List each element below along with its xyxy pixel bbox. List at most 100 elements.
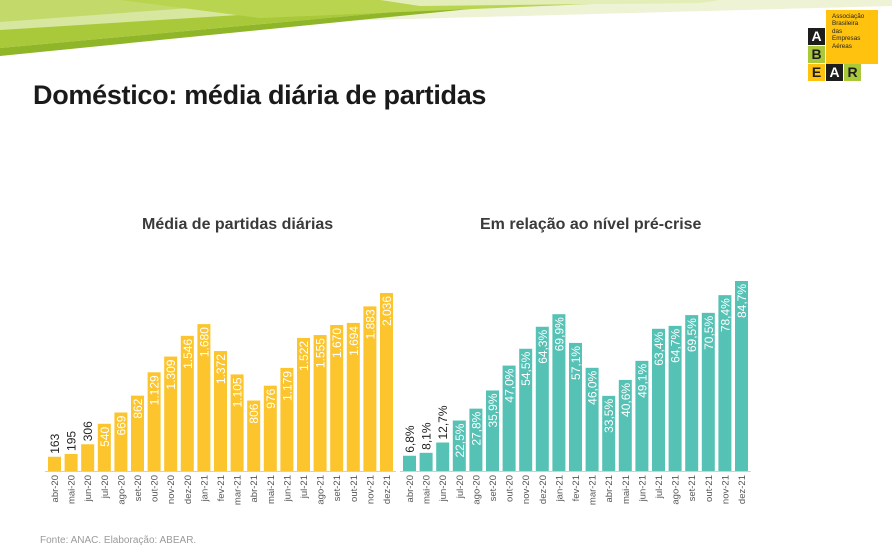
x-tick-label-departures: dez-20 xyxy=(183,475,194,504)
data-label-departures: 1.883 xyxy=(363,309,377,339)
data-label-pre-crisis: 64,3% xyxy=(536,329,550,363)
x-tick-label-departures: set-21 xyxy=(332,475,343,501)
logo-yellow-box xyxy=(826,10,878,64)
data-label-departures: 1.522 xyxy=(297,341,311,371)
x-tick-label-departures: out-21 xyxy=(349,475,360,502)
bar-pre-crisis-set-20 xyxy=(486,390,499,471)
x-tick-label-departures: jun-21 xyxy=(282,475,293,502)
x-tick-label-departures: abr-20 xyxy=(50,475,61,502)
bar-pre-crisis-dez-21 xyxy=(735,281,748,471)
data-label-pre-crisis: 64,7% xyxy=(669,329,683,363)
bar-departures-ago-21 xyxy=(313,335,327,471)
bar-pre-crisis-abr-21 xyxy=(602,395,616,471)
bar-departures-out-21 xyxy=(346,322,360,471)
x-tick-label-departures: set-20 xyxy=(133,475,144,501)
data-label-departures: 2.036 xyxy=(380,296,394,326)
x-tick-label-pre-crisis: mar-21 xyxy=(588,475,599,505)
bar-departures-jul-21 xyxy=(297,337,310,471)
x-tick-label-departures: ago-20 xyxy=(116,475,127,505)
x-tick-label-departures: mai-21 xyxy=(266,475,277,504)
x-tick-label-departures: abr-21 xyxy=(249,475,260,502)
bar-pre-crisis-abr-20 xyxy=(403,455,416,471)
x-tick-label-departures: jul-20 xyxy=(100,475,111,499)
data-label-departures: 669 xyxy=(114,415,128,435)
bar-departures-mai-20 xyxy=(64,453,78,471)
page-title: Doméstico: média diária de partidas xyxy=(33,80,487,110)
x-tick-label-pre-crisis: jan-21 xyxy=(554,475,565,502)
bar-departures-jan-21 xyxy=(197,324,211,471)
x-tick-label-departures: out-20 xyxy=(150,475,161,502)
data-label-departures: 195 xyxy=(65,431,79,451)
bar-pre-crisis-mar-21 xyxy=(585,367,599,471)
x-tick-label-pre-crisis: jun-21 xyxy=(637,475,648,502)
data-label-departures: 1.670 xyxy=(330,328,344,358)
data-label-pre-crisis: 6,8% xyxy=(403,425,417,453)
source-note: Fonte: ANAC. Elaboração: ABEAR. xyxy=(40,535,197,546)
header-banner xyxy=(0,0,892,56)
logo-letter: R xyxy=(844,64,861,81)
data-label-pre-crisis: 35,9% xyxy=(486,393,500,427)
bar-pre-crisis-fev-21 xyxy=(569,342,582,471)
data-label-pre-crisis: 8,1% xyxy=(420,422,434,450)
bar-departures-mar-21 xyxy=(230,374,244,471)
data-label-pre-crisis: 69,9% xyxy=(552,317,566,351)
bar-departures-ago-20 xyxy=(114,412,128,471)
x-tick-label-departures: jul-21 xyxy=(299,475,310,499)
bar-departures-jul-20 xyxy=(97,423,111,471)
data-label-departures: 163 xyxy=(48,433,62,453)
bar-pre-crisis-mai-20 xyxy=(419,452,433,471)
data-label-departures: 1.555 xyxy=(314,338,328,368)
x-tick-label-pre-crisis: ago-20 xyxy=(471,475,482,505)
logo-letter: E xyxy=(808,64,825,81)
bar-pre-crisis-mai-21 xyxy=(618,379,632,471)
bar-departures-set-21 xyxy=(330,324,344,471)
abear-logo: Associação Brasileira das Empresas Aérea… xyxy=(808,10,878,82)
logo-text-line: das xyxy=(832,27,843,35)
bar-pre-crisis-dez-20 xyxy=(535,326,549,471)
bar-pre-crisis-ago-21 xyxy=(668,325,682,471)
bar-departures-out-20 xyxy=(147,372,161,471)
x-tick-label-pre-crisis: jun-20 xyxy=(438,475,449,502)
bar-pre-crisis-out-20 xyxy=(502,365,516,471)
bar-pre-crisis-jul-21 xyxy=(652,328,665,471)
bar-pre-crisis-jun-21 xyxy=(635,360,649,471)
x-tick-label-departures: mai-20 xyxy=(67,475,78,504)
data-label-pre-crisis: 69,5% xyxy=(685,318,699,352)
data-label-pre-crisis: 47,0% xyxy=(503,368,517,402)
data-label-departures: 1.694 xyxy=(347,326,361,356)
data-label-departures: 1.309 xyxy=(164,359,178,389)
bar-pre-crisis-nov-21 xyxy=(718,295,732,471)
data-label-pre-crisis: 22,5% xyxy=(453,423,467,457)
bar-departures-set-20 xyxy=(131,395,144,471)
data-label-departures: 1.372 xyxy=(214,354,228,384)
x-tick-label-pre-crisis: mai-20 xyxy=(422,475,433,504)
x-tick-label-pre-crisis: fev-21 xyxy=(571,475,582,501)
data-label-pre-crisis: 33,5% xyxy=(602,399,616,433)
data-label-pre-crisis: 54,5% xyxy=(519,351,533,385)
bar-pre-crisis-nov-20 xyxy=(519,348,533,471)
x-tick-label-pre-crisis: out-20 xyxy=(505,475,516,502)
x-tick-label-departures: dez-21 xyxy=(382,475,393,504)
bar-departures-jun-21 xyxy=(280,367,294,471)
x-tick-label-pre-crisis: abr-21 xyxy=(604,475,615,502)
bar-departures-abr-21 xyxy=(247,400,261,471)
data-label-pre-crisis: 40,6% xyxy=(619,383,633,417)
logo-text-line: Brasileira xyxy=(832,20,859,28)
data-label-pre-crisis: 84,7% xyxy=(735,284,749,318)
x-tick-label-departures: mar-21 xyxy=(233,475,244,505)
bar-departures-abr-20 xyxy=(48,456,61,471)
data-label-departures: 806 xyxy=(247,403,261,423)
bar-pre-crisis-out-21 xyxy=(701,312,715,471)
data-label-departures: 1.179 xyxy=(280,371,294,401)
data-label-departures: 1.546 xyxy=(181,339,195,369)
bar-pre-crisis-jul-20 xyxy=(452,420,466,471)
data-label-departures: 862 xyxy=(131,398,145,418)
data-label-departures: 306 xyxy=(81,421,95,441)
x-tick-label-departures: fev-21 xyxy=(216,475,227,501)
x-tick-label-pre-crisis: mai-21 xyxy=(621,475,632,504)
bar-departures-dez-21 xyxy=(380,293,393,471)
x-tick-label-pre-crisis: jul-21 xyxy=(654,475,665,499)
bar-pre-crisis-set-21 xyxy=(685,315,699,471)
logo-text-line: Associação xyxy=(832,13,865,20)
logo-letter-grid: A B E A R xyxy=(808,28,862,82)
